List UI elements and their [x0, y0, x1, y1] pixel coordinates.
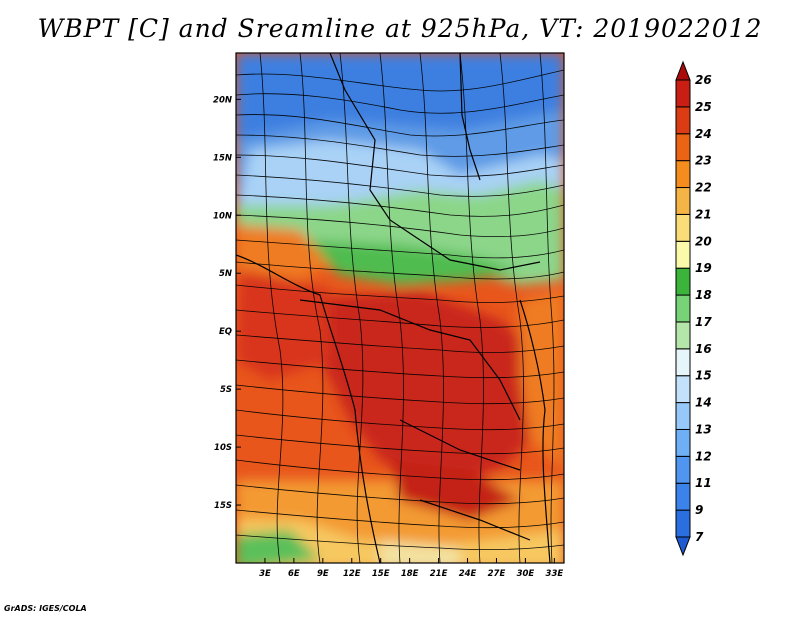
lat-tick-label: 5N: [219, 269, 232, 279]
colorbar-label: 24: [695, 127, 712, 141]
colorbar-label: 14: [695, 396, 712, 410]
credit-label: GrADS: IGES/COLA: [4, 604, 87, 613]
colorbar-segment: [675, 402, 691, 430]
lat-tick-label: 5S: [220, 385, 232, 395]
colorbar-segment: [675, 428, 691, 457]
longitude-ticks: 3E 6E 9E 12E 15E 18E 21E 24E 27E 30E 33E: [259, 558, 563, 579]
colorbar-segment: [675, 267, 691, 296]
map-frame: [235, 52, 565, 564]
colorbar-segment: [675, 106, 691, 135]
colorbar-label: 12: [695, 449, 712, 463]
lon-tick-label: 21E: [430, 569, 448, 579]
colorbar-label: 15: [695, 369, 712, 383]
colorbar-label: 26: [695, 73, 712, 87]
colorbar-max-arrow: [675, 60, 691, 81]
colorbar-label: 25: [695, 100, 712, 114]
colorbar-label: 17: [695, 315, 712, 329]
colorbar-segment: [675, 375, 691, 404]
colorbar-label: 9: [695, 503, 703, 517]
lon-tick-label: 33E: [546, 569, 564, 579]
lon-tick-label: 6E: [288, 569, 300, 579]
chart-title: WBPT [C] and Sreamline at 925hPa, VT: 20…: [37, 14, 763, 43]
lat-tick-label: 10N: [213, 211, 232, 221]
wbpt-map-panel: 20N 15N 10N 5N EQ 5S 10S 15S 3E 6E 9E 12E 15E 18E 21E…: [213, 52, 565, 579]
colorbar-label: 18: [695, 288, 712, 302]
lat-tick-label: 15N: [213, 153, 232, 163]
colorbar-min-arrow: [675, 536, 691, 557]
colorbar-label: 16: [695, 342, 712, 356]
lat-tick-label: 10S: [214, 443, 232, 453]
wbpt-field: [236, 53, 564, 563]
lat-tick-label: 15S: [214, 501, 232, 511]
colorbar-segment: [675, 455, 691, 484]
colorbar-segment: [675, 482, 691, 511]
colorbar-label: 11: [695, 476, 712, 490]
lon-tick-label: 24E: [459, 569, 477, 579]
colorbar-segment: [675, 79, 691, 108]
colorbar-label: 19: [695, 261, 712, 275]
colorbar-label: 20: [695, 234, 712, 248]
colorbar-segment: [675, 213, 691, 242]
colorbar-segment: [675, 160, 691, 189]
lon-tick-label: 12E: [343, 569, 361, 579]
colorbar-label: 13: [695, 422, 712, 436]
lon-tick-label: 27E: [488, 569, 506, 579]
lat-tick-label: 20N: [213, 95, 232, 105]
colorbar-label: 22: [695, 181, 712, 195]
colorbar-segment: [675, 187, 691, 215]
colorbar-segment: [675, 133, 691, 162]
lon-tick-label: 18E: [401, 569, 419, 579]
colorbar-segment: [675, 509, 691, 538]
streamlines: [236, 53, 564, 563]
colorbar: 7 9 11 12 13 14 15 16 17 18 19 20 21 22 23 24 25 26: [675, 60, 712, 557]
country-borders: [236, 53, 551, 563]
colorbar-label: 23: [695, 154, 712, 168]
lat-tick-label: EQ: [219, 327, 232, 337]
lon-tick-label: 15E: [372, 569, 390, 579]
colorbar-label: 21: [695, 207, 712, 221]
colorbar-segment: [675, 294, 691, 323]
lon-tick-label: 3E: [259, 569, 271, 579]
latitude-ticks: 20N 15N 10N 5N EQ 5S 10S 15S: [213, 95, 241, 511]
colorbar-segment: [675, 321, 691, 350]
colorbar-segment: [675, 348, 691, 377]
lon-tick-label: 9E: [317, 569, 329, 579]
colorbar-label: 7: [695, 530, 704, 544]
lon-tick-label: 30E: [517, 569, 535, 579]
colorbar-segment: [675, 240, 691, 269]
